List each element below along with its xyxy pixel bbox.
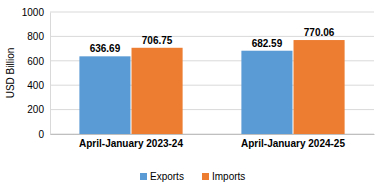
y-tick: 600 (27, 56, 50, 67)
y-tick: 200 (27, 104, 50, 115)
y-tick: 800 (27, 31, 50, 42)
y-axis: 0 200 400 600 800 1000 (22, 7, 51, 140)
y-tick: 1000 (22, 7, 50, 18)
grid-line (50, 12, 374, 13)
x-tick: April-January 2023-24 (79, 134, 183, 149)
y-tick: 0 (38, 129, 50, 140)
x-tick: April-January 2024-25 (241, 134, 345, 149)
chart: 0 200 400 600 800 1000 636.69 682.59 706.75 770.0… (0, 0, 384, 192)
bar (241, 51, 292, 134)
y-axis-line (50, 13, 51, 135)
data-label: 636.69 (90, 43, 121, 54)
legend-label: Exports (150, 171, 184, 182)
data-labels: 636.69 682.59 706.75 770.06 (90, 27, 335, 54)
plot: 0 200 400 600 800 1000 636.69 682.59 706.75 770.0… (22, 7, 375, 149)
bar (79, 56, 130, 134)
bars (79, 40, 344, 134)
x-axis: April-January 2023-24 April-January 2024-… (51, 134, 375, 149)
y-tick-label: 600 (27, 56, 44, 67)
x-axis-line (51, 134, 375, 135)
legend: Exports Imports (140, 171, 245, 182)
grid (50, 12, 374, 134)
legend-swatch (140, 173, 147, 180)
y-tick-label: 400 (27, 80, 44, 91)
bar (294, 40, 345, 134)
y-tick-label: 1000 (22, 7, 45, 18)
y-tick-label: 800 (27, 31, 44, 42)
data-label: 682.59 (252, 38, 283, 49)
legend-item: Imports (202, 171, 245, 182)
x-tick-label: April-January 2023-24 (79, 138, 183, 149)
data-label: 770.06 (304, 27, 335, 38)
y-tick-label: 0 (38, 129, 44, 140)
legend-swatch (202, 173, 209, 180)
data-label: 706.75 (142, 35, 173, 46)
y-tick-label: 200 (27, 104, 44, 115)
y-axis-title: USD Billion (5, 48, 16, 99)
legend-label: Imports (212, 171, 245, 182)
bar (132, 48, 183, 134)
legend-item: Exports (140, 171, 184, 182)
y-tick: 400 (27, 80, 50, 91)
x-tick-label: April-January 2024-25 (241, 138, 345, 149)
